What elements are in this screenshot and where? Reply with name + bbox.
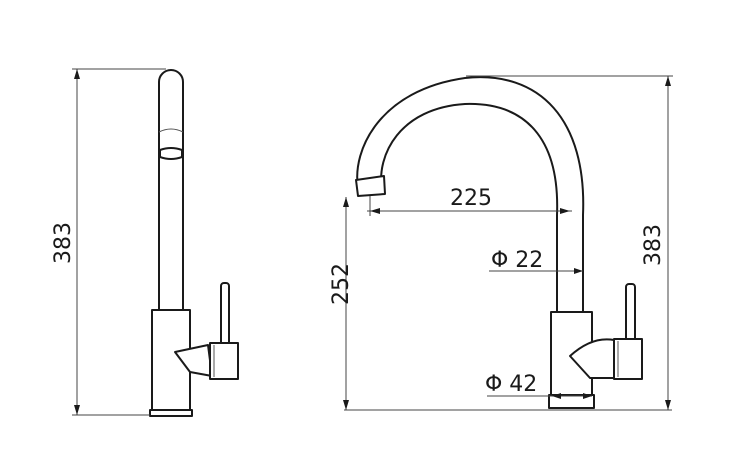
front-lever-block <box>613 338 643 380</box>
side-spout-pipe <box>158 69 184 311</box>
side-arrow-bottom <box>74 405 80 415</box>
side-height-label: 383 <box>51 222 76 264</box>
front-spout-height-label: 252 <box>329 263 354 305</box>
front-arrow-reach-right <box>560 208 570 214</box>
front-arrow-reach-left <box>370 208 380 214</box>
front-total-height-label: 383 <box>641 224 666 266</box>
front-gooseneck-spout <box>356 76 585 313</box>
side-lever-handle <box>220 282 230 346</box>
side-view: 383 <box>51 68 239 417</box>
side-base-plate <box>149 409 193 417</box>
front-arrow-base-diameter-left <box>552 393 561 399</box>
side-arrow-top <box>74 69 80 79</box>
front-base-diameter-label: Φ 42 <box>485 372 537 397</box>
side-lever-block <box>209 342 239 380</box>
front-reach-label: 225 <box>450 186 492 211</box>
front-lever-handle <box>625 283 636 347</box>
front-arrow-spout-top <box>343 197 349 207</box>
front-arrow-base-diameter-right <box>583 393 592 399</box>
front-arrow-spout-diameter <box>574 268 583 274</box>
front-arrow-top <box>665 76 671 86</box>
front-outlet-tip <box>355 175 386 197</box>
front-view: 383 252 225 Φ 22 Φ 42 <box>329 75 673 411</box>
front-arrow-bottom-left <box>343 400 349 410</box>
front-arrow-bottom-right <box>665 400 671 410</box>
front-spout-diameter-label: Φ 22 <box>491 248 543 273</box>
side-band-top <box>158 128 184 133</box>
side-band-ring <box>159 147 183 160</box>
